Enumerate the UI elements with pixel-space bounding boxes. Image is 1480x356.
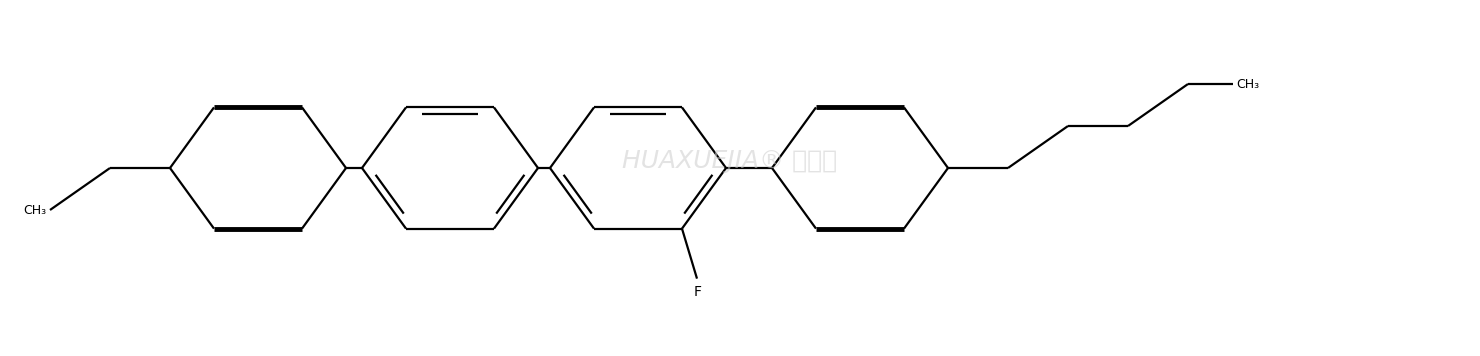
Text: F: F bbox=[694, 284, 702, 299]
Text: HUAXUEJIA® 化学库: HUAXUEJIA® 化学库 bbox=[623, 149, 838, 173]
Text: CH₃: CH₃ bbox=[22, 204, 46, 216]
Text: CH₃: CH₃ bbox=[1236, 78, 1259, 90]
